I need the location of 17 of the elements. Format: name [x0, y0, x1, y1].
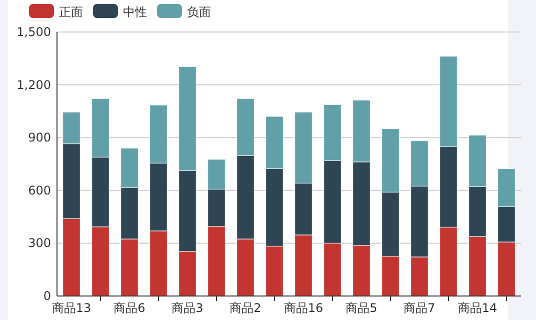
y-tick-label: 300	[28, 236, 51, 250]
x-tick-label: 商品2	[230, 301, 262, 315]
x-tick-label: 商品3	[172, 301, 204, 315]
x-tick-label: 商品13	[52, 301, 92, 315]
y-tick-label: 0	[43, 289, 51, 303]
legend-label: 负面	[187, 5, 211, 19]
x-tick-label: 商品5	[346, 301, 378, 315]
y-tick-label: 1,500	[16, 25, 51, 39]
x-tick-label: 商品16	[284, 301, 324, 315]
y-tick-label: 1,200	[16, 78, 51, 92]
x-tick-label: 商品14	[458, 301, 498, 315]
legend-label: 中性	[123, 5, 147, 19]
x-tick-label: 商品6	[114, 301, 146, 315]
x-tick-label: 商品7	[404, 301, 436, 315]
y-tick-label: 600	[28, 183, 51, 198]
legend-label: 正面	[59, 5, 83, 19]
y-tick-label: 900	[28, 130, 51, 145]
